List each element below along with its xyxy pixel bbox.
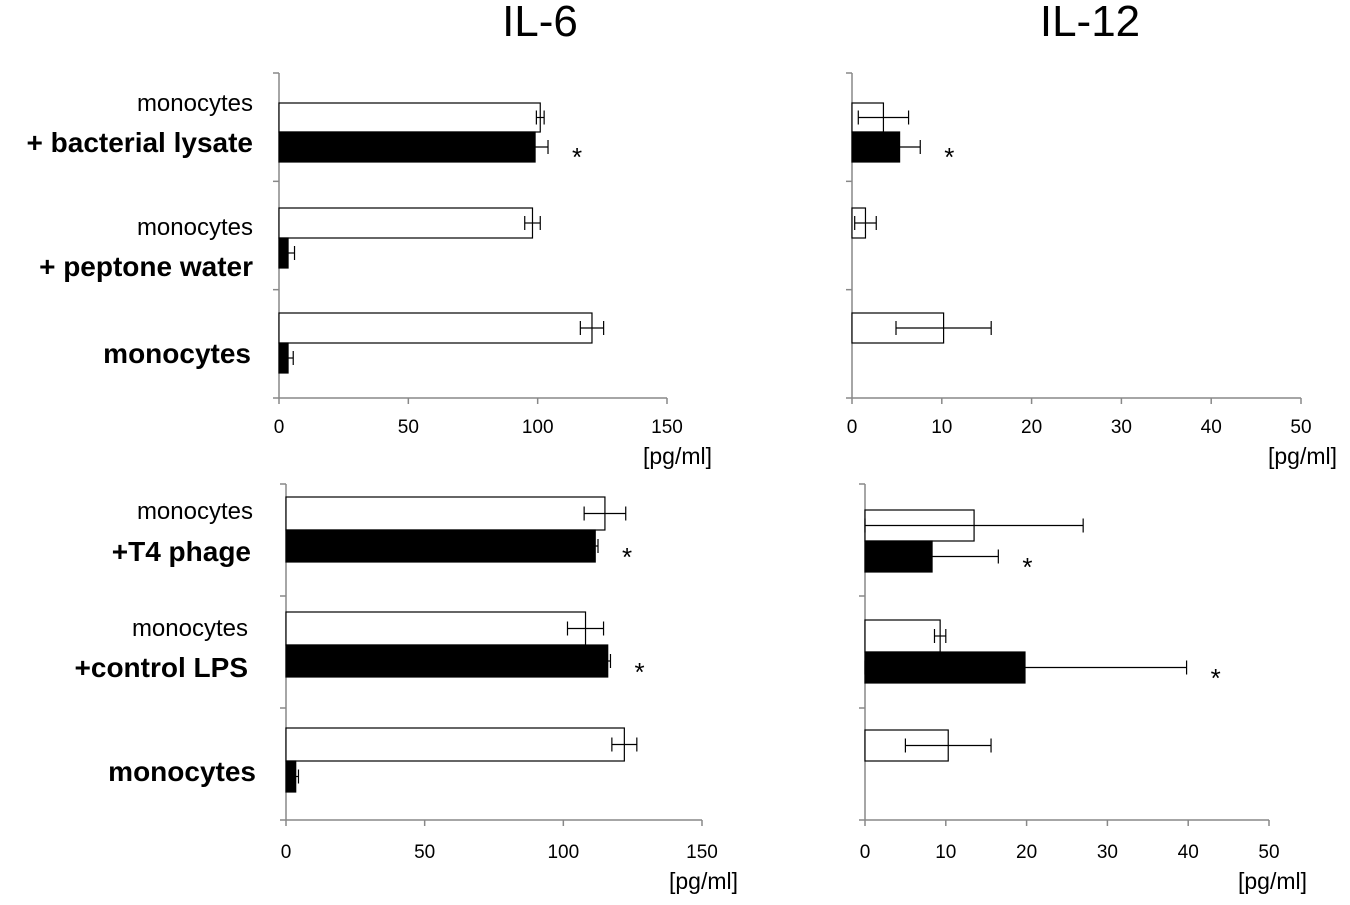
panel-4-x-tick-label: 30 (1097, 842, 1118, 863)
panel-4-x-tick-label: 20 (1016, 842, 1037, 863)
panel-3-bar (285, 496, 606, 531)
panel-1-bar (278, 131, 536, 163)
panel-1-x-axis-label: [pg/ml] (643, 443, 712, 469)
panel-3-bar (285, 529, 596, 563)
panel-3-x-tick-label: 100 (547, 842, 579, 863)
panel-4-significance-star: * (1211, 663, 1221, 693)
row-label-bottom-2-line1: monocytes (132, 615, 248, 642)
panel-3-bar (285, 611, 587, 646)
title-il12: IL-12 (1040, 0, 1140, 46)
panel-4-x-tick-label: 40 (1178, 842, 1199, 863)
panel-4-bar (864, 619, 941, 653)
row-label-top-1-line2: + bacterial lysate (27, 127, 253, 158)
panel-2-x-tick-label: 50 (1290, 417, 1311, 438)
panel-2-x-axis-label: [pg/ml] (1268, 443, 1337, 469)
panel-4-x-tick-label: 0 (860, 842, 871, 863)
row-label-top-1-line1: monocytes (137, 90, 253, 117)
row-label-bottom-3-line2: monocytes (108, 756, 256, 787)
plots-layer: 0 50 100 150[pg/ml]*0 10 20 30 40 50[pg/ml]*0 50 1… (273, 72, 1337, 894)
panel-2-x-tick-label: 10 (931, 417, 952, 438)
panel-4-x-tick-label: 10 (935, 842, 956, 863)
panel-4-x-tick-label: 50 (1258, 842, 1279, 863)
panel-2-significance-star: * (944, 142, 954, 172)
title-il6: IL-6 (502, 0, 578, 46)
panel-4-x-axis-label: [pg/ml] (1238, 868, 1307, 894)
panel-1-x-tick-label: 100 (522, 417, 554, 438)
panel-1-bar (278, 207, 534, 239)
panel-3-significance-star: * (634, 657, 644, 687)
panel-3-x-tick-label: 0 (281, 842, 292, 863)
panel-3-x-axis-label: [pg/ml] (669, 868, 738, 894)
panel-2-x-tick-label: 20 (1021, 417, 1042, 438)
panel-1-significance-star: * (572, 142, 582, 172)
row-label-top-2-line2: + peptone water (39, 251, 253, 282)
row-label-top-2-line1: monocytes (137, 214, 253, 241)
panel-2-x-tick-label: 40 (1201, 417, 1222, 438)
panel-1-x-tick-label: 150 (651, 417, 683, 438)
row-label-bottom-1-line1: monocytes (137, 498, 253, 525)
row-label-bottom-2-line2: +control LPS (75, 652, 248, 683)
panel-3-x-tick-label: 50 (414, 842, 435, 863)
panel-3-significance-star: * (622, 542, 632, 572)
panel-1-bar (278, 312, 593, 344)
panel-1-bar (278, 102, 541, 133)
panel-3-bar (285, 644, 609, 678)
panel-1-x-tick-label: 0 (274, 417, 285, 438)
row-label-bottom-1-line2: +T4 phage (112, 536, 251, 567)
panel-2-x-tick-label: 0 (847, 417, 858, 438)
panel-2-x-tick-label: 30 (1111, 417, 1132, 438)
panel-4-significance-star: * (1022, 552, 1032, 582)
panel-1-x-tick-label: 50 (398, 417, 419, 438)
panel-3-x-tick-label: 150 (686, 842, 718, 863)
panel-3-bar (285, 727, 625, 762)
row-label-top-3-line2: monocytes (103, 338, 251, 369)
